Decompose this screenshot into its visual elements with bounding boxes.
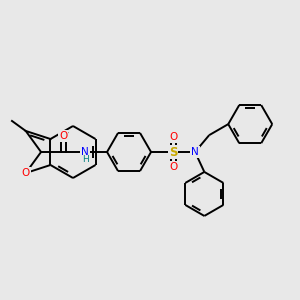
Text: O: O	[22, 168, 30, 178]
Text: H: H	[82, 155, 88, 164]
Text: O: O	[59, 131, 67, 141]
Text: N: N	[191, 147, 199, 157]
Text: S: S	[169, 146, 177, 158]
Text: N: N	[81, 147, 89, 157]
Text: O: O	[169, 132, 177, 142]
Text: O: O	[169, 162, 177, 172]
